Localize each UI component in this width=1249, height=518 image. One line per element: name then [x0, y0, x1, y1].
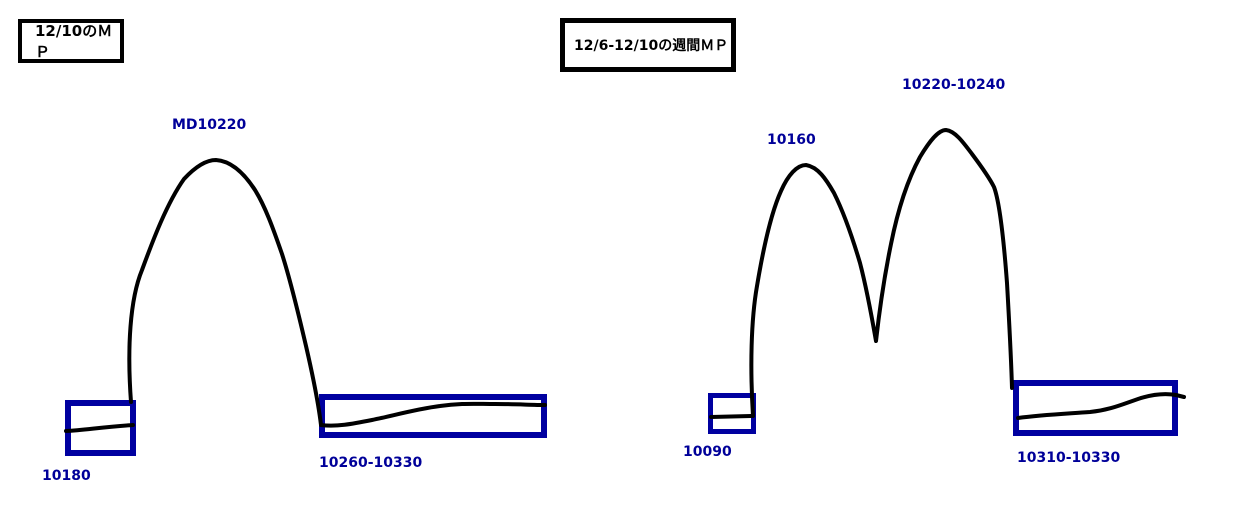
daily-right-box-line: [319, 401, 547, 428]
weekly-title-text: 12/6-12/10の週間ＭＰ: [574, 38, 729, 54]
weekly-right-range-label: 10310-10330: [1017, 450, 1121, 466]
daily-title-text: 12/10のＭＰ: [35, 22, 113, 61]
daily-left-box-line: [64, 423, 135, 433]
daily-profile-curve: [127, 158, 323, 427]
weekly-peak1-label: 10160: [767, 132, 816, 148]
weekly-profile-curve: [749, 128, 1014, 418]
daily-title-box: 12/10のＭＰ: [18, 19, 124, 63]
weekly-left-box-line: [709, 414, 753, 419]
weekly-left-level-label: 10090: [683, 444, 732, 460]
weekly-peak2-label: 10220-10240: [902, 77, 1006, 93]
daily-right-range-label: 10260-10330: [319, 455, 423, 471]
daily-peak-label: MD10220: [172, 117, 247, 133]
weekly-right-box-line: [1016, 392, 1186, 420]
weekly-right-range-box: [1013, 380, 1178, 436]
daily-right-range-box: [319, 394, 547, 438]
daily-left-range-box: [65, 400, 136, 456]
daily-left-level-label: 10180: [42, 468, 91, 484]
weekly-title-box: 12/6-12/10の週間ＭＰ: [560, 18, 736, 72]
